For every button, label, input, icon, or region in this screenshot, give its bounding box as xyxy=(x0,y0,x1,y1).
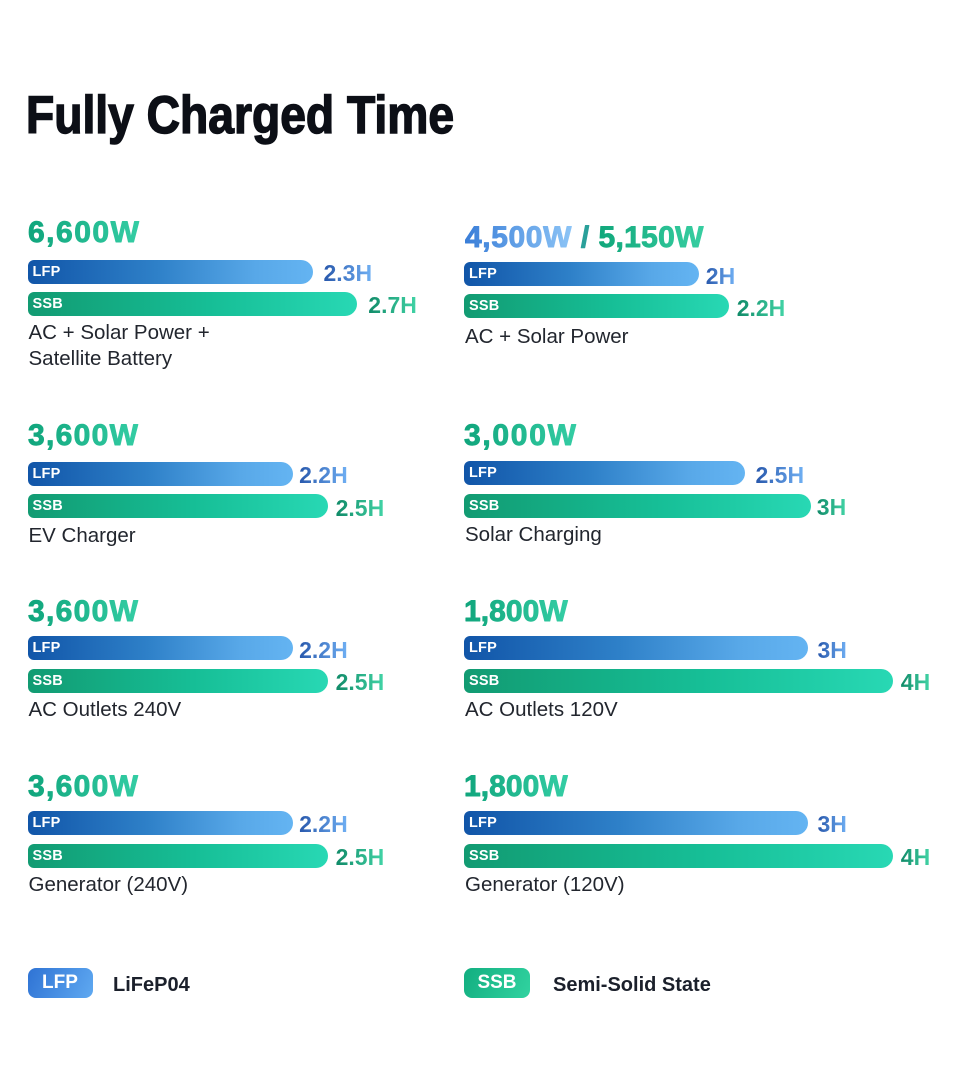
svg-text:6,600W: 6,600W xyxy=(28,216,140,249)
svg-text:1,800W: 1,800W xyxy=(464,770,568,803)
svg-text:4,500W / 5,150W: 4,500W / 5,150W xyxy=(465,221,704,254)
svg-text:3,600W: 3,600W xyxy=(28,595,139,628)
svg-text:1,800W: 1,800W xyxy=(464,595,568,628)
svg-text:3,000W: 3,000W xyxy=(464,419,578,452)
svg-text:3,600W: 3,600W xyxy=(28,419,139,452)
svg-text:3,600W: 3,600W xyxy=(28,770,139,803)
